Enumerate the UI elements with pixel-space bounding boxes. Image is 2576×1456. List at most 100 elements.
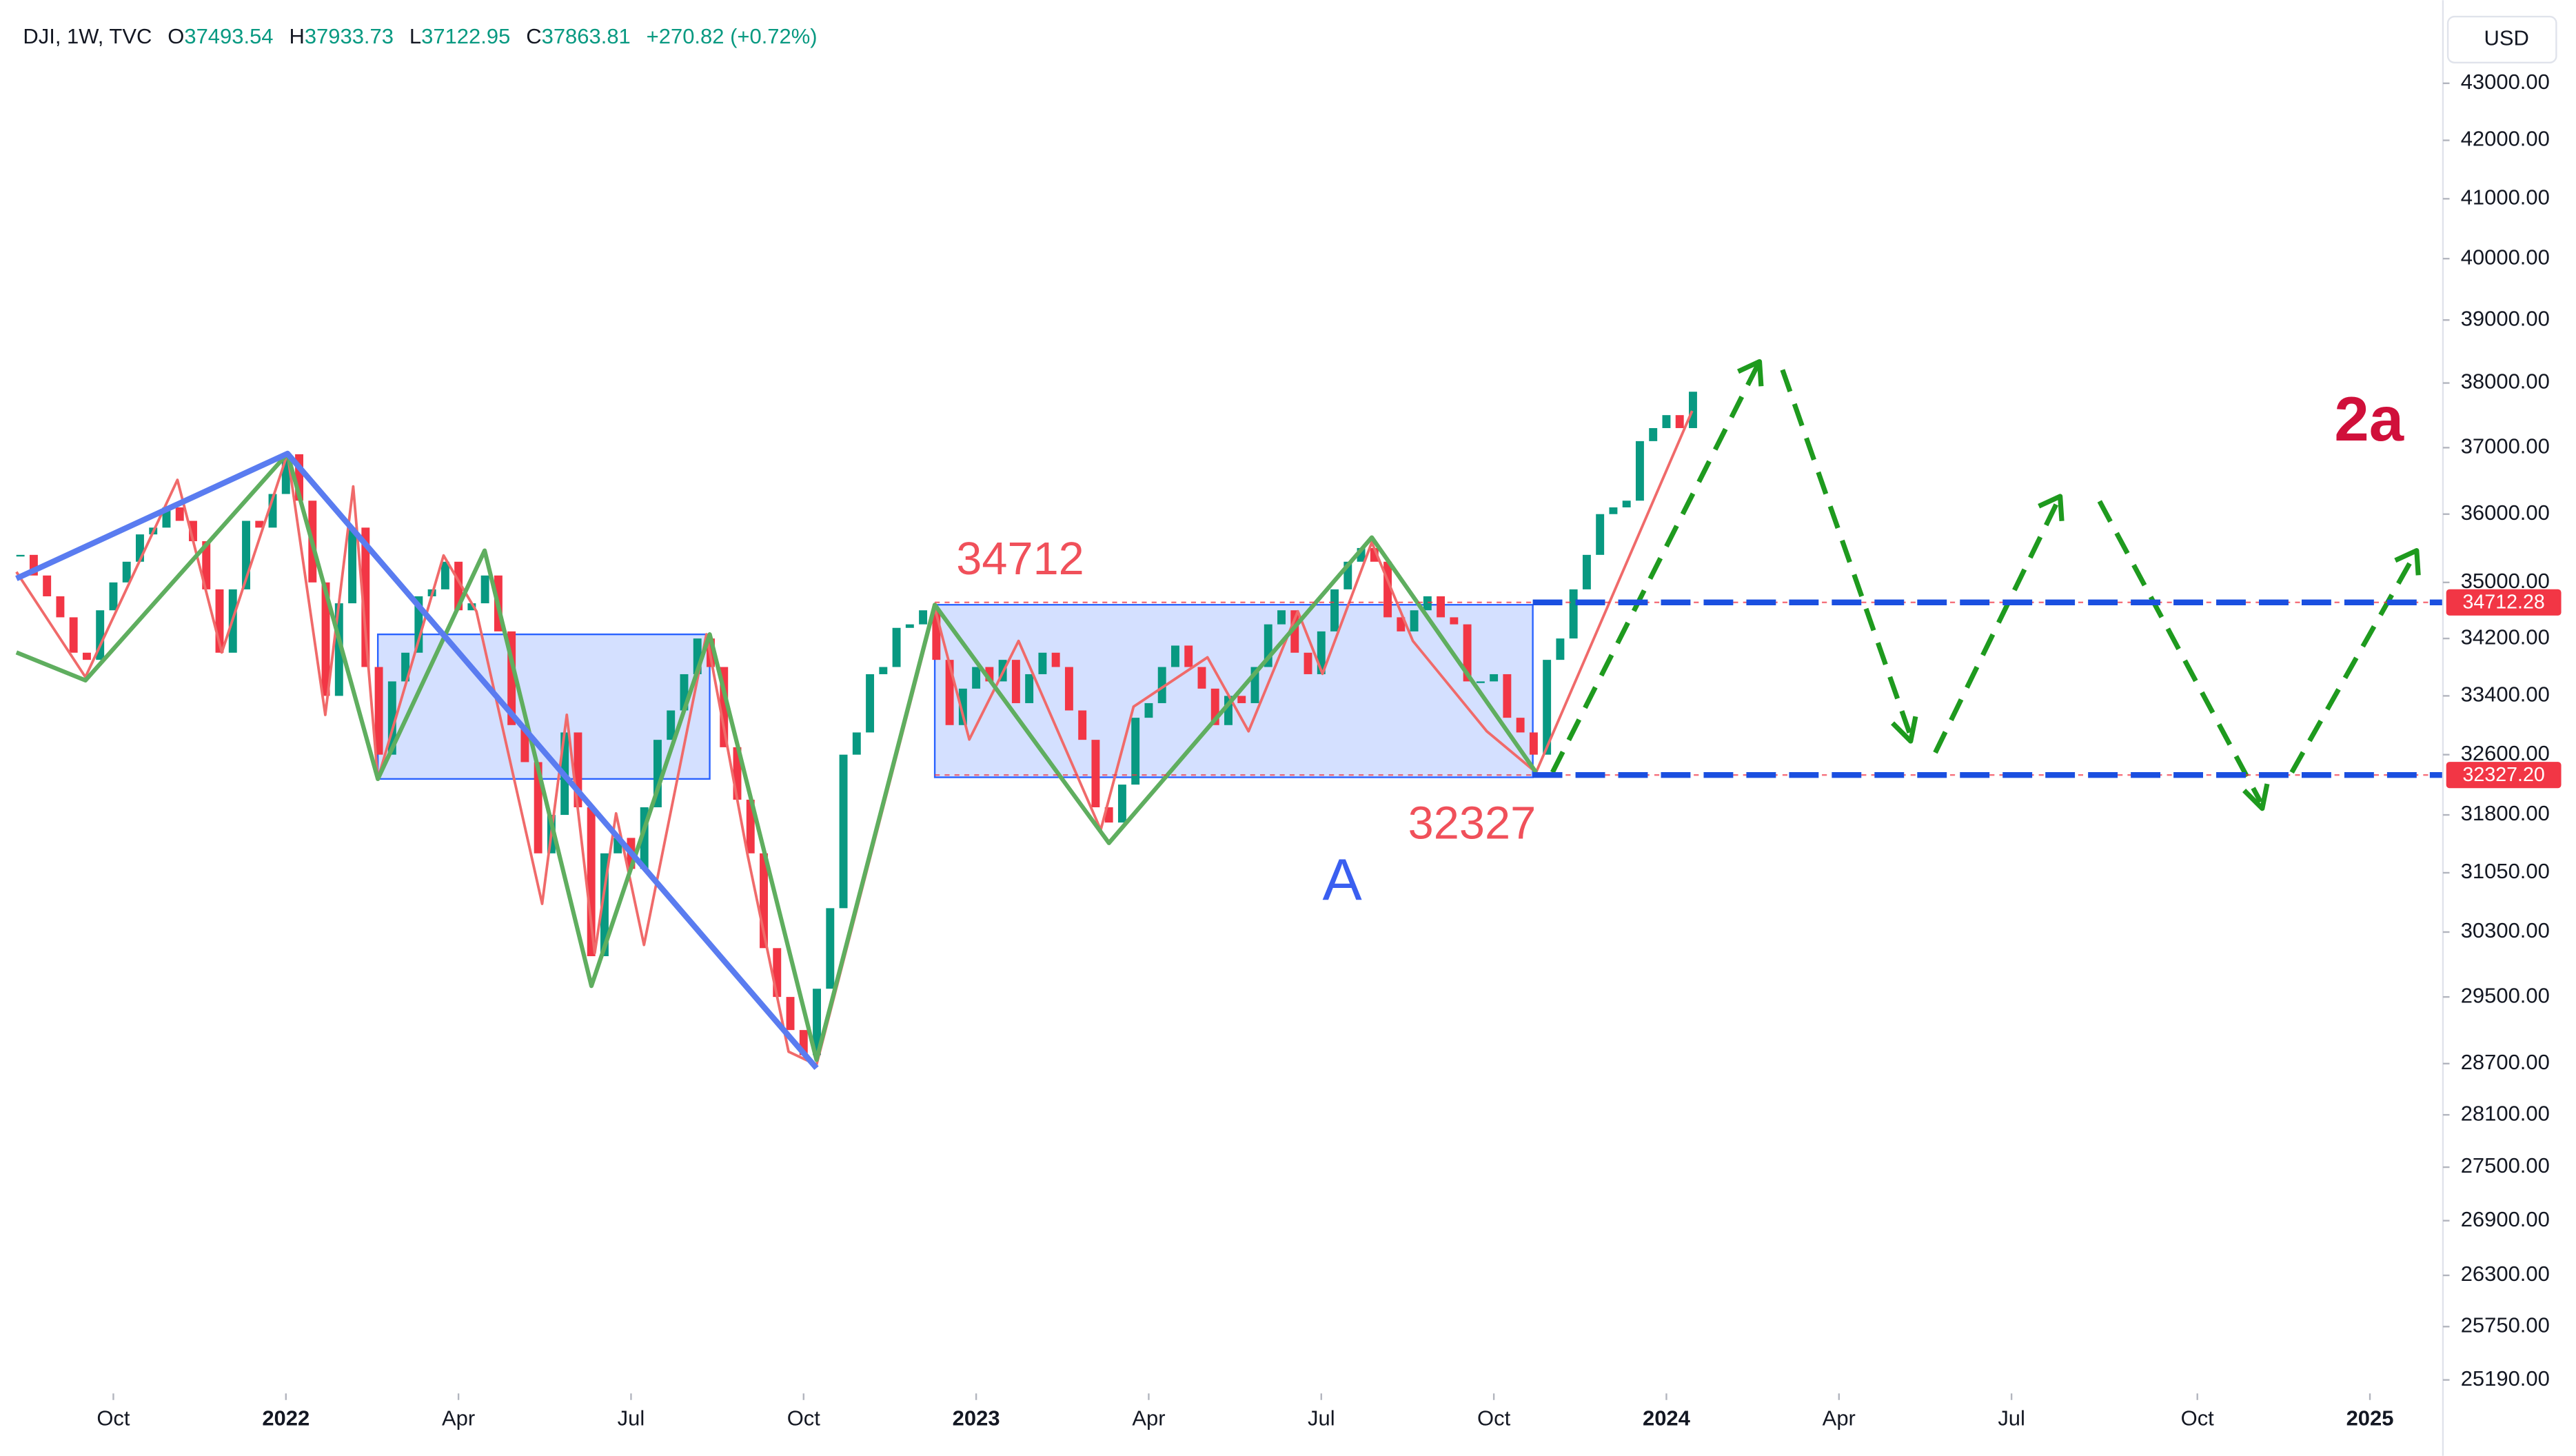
candle — [1569, 589, 1578, 639]
ohlc-value: 37122.95 — [421, 24, 510, 48]
candle — [1649, 427, 1658, 441]
candle — [667, 710, 676, 740]
projection-leg — [2289, 552, 2417, 774]
ohlc-label: L — [409, 24, 421, 48]
candle — [1503, 674, 1512, 718]
candle — [839, 754, 848, 909]
projection-leg — [1780, 369, 1914, 738]
candle — [136, 534, 144, 562]
price-tag-label: 32327.20 — [2463, 764, 2545, 786]
y-tick-label: 26900.00 — [2461, 1207, 2550, 1231]
candle — [1250, 667, 1259, 703]
candle — [1290, 610, 1299, 653]
candle — [295, 454, 303, 501]
candle — [1343, 561, 1352, 589]
candle — [1543, 660, 1552, 755]
candle — [1078, 710, 1087, 740]
candle — [1051, 652, 1060, 667]
projection-leg — [2097, 500, 2263, 803]
candle — [1131, 718, 1140, 785]
currency-button[interactable] — [2446, 15, 2557, 63]
arrowhead — [1891, 716, 1918, 744]
candle — [680, 674, 689, 711]
x-tick-label: Jul — [1998, 1406, 2025, 1430]
x-tick-label: Apr — [1132, 1406, 1165, 1430]
candle — [693, 638, 702, 674]
candle — [1184, 645, 1193, 667]
y-tick-label: 28700.00 — [2461, 1050, 2550, 1074]
y-tick-label: 35000.00 — [2461, 569, 2550, 593]
projection-leg — [1933, 498, 2061, 754]
y-tick-label: 25750.00 — [2461, 1313, 2550, 1337]
ohlc-value: 37933.73 — [305, 24, 394, 48]
y-tick-label: 33400.00 — [2461, 682, 2550, 707]
candle — [1197, 667, 1206, 689]
candle — [1104, 807, 1113, 823]
candle — [401, 652, 410, 682]
ohlc-label: O — [168, 24, 184, 48]
ohlc-label: C — [526, 24, 541, 48]
candle — [1609, 507, 1618, 514]
candle — [1144, 702, 1153, 718]
candle — [534, 762, 542, 853]
candle — [1582, 554, 1591, 589]
candle — [1463, 624, 1472, 682]
candle — [56, 596, 65, 618]
candle — [958, 688, 967, 725]
range-box — [933, 604, 1534, 778]
zigzag-blue — [15, 450, 819, 1071]
candle — [29, 554, 38, 576]
candle — [361, 527, 370, 667]
candle — [1171, 645, 1179, 667]
candle — [1476, 681, 1485, 683]
candle — [82, 652, 91, 660]
y-tick-label: 34200.00 — [2461, 625, 2550, 649]
candle — [1330, 589, 1339, 631]
candle — [43, 575, 52, 596]
candle — [826, 908, 835, 989]
legend-header: DJI, 1W, TVC O37493.54 H37933.73 L37122.… — [23, 24, 817, 48]
x-tick-label: Oct — [97, 1406, 130, 1430]
y-tick-label: 26300.00 — [2461, 1262, 2550, 1286]
price-tag — [2446, 762, 2562, 789]
candle — [1622, 501, 1631, 507]
candle — [892, 627, 901, 667]
candle — [1210, 688, 1219, 725]
candle — [1635, 441, 1644, 501]
candle — [773, 948, 782, 998]
candle — [720, 667, 729, 747]
x-tick-label: Oct — [1477, 1406, 1511, 1430]
candle — [1091, 740, 1100, 808]
zigzag-green — [15, 451, 1538, 1062]
y-tick-label: 37000.00 — [2461, 434, 2550, 458]
candle — [480, 575, 489, 604]
candle — [945, 660, 954, 725]
currency[interactable]: USD — [2484, 26, 2529, 50]
candle — [919, 610, 928, 625]
candle — [1317, 631, 1326, 674]
x-tick-label: Apr — [442, 1406, 475, 1430]
candle — [905, 624, 914, 628]
candle — [613, 838, 622, 853]
annotation: 34712 — [956, 534, 1084, 585]
candle — [175, 507, 184, 521]
x-tick-label: 2024 — [1643, 1406, 1691, 1430]
candle — [587, 807, 596, 957]
candle — [16, 554, 25, 557]
drawings — [15, 358, 2421, 1071]
y-tick-label: 40000.00 — [2461, 245, 2550, 269]
candle — [1277, 610, 1286, 625]
candle — [1529, 732, 1538, 755]
candle — [69, 617, 78, 653]
arrowheads — [1737, 358, 2421, 811]
zigzag-red — [15, 410, 1694, 1066]
y-tick-label: 42000.00 — [2461, 127, 2550, 151]
candle — [786, 997, 795, 1031]
candles — [16, 392, 1697, 1055]
y-tick-label: 31050.00 — [2461, 859, 2550, 883]
candle — [1383, 561, 1392, 618]
ohlc-label: H — [289, 24, 304, 48]
candle — [334, 603, 343, 696]
